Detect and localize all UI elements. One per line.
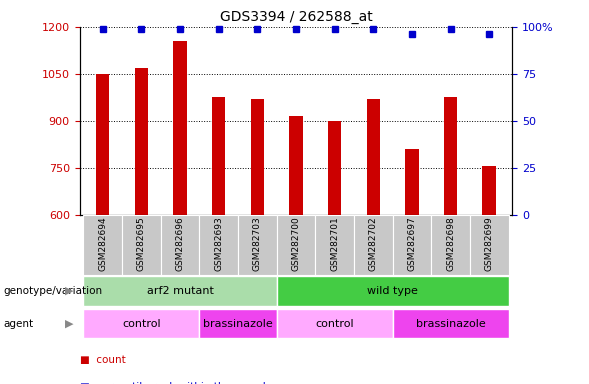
Bar: [173, 41, 187, 215]
Bar: [199, 309, 277, 338]
Text: arf2 mutant: arf2 mutant: [147, 286, 213, 296]
Bar: [393, 309, 508, 338]
Bar: [84, 276, 277, 306]
Bar: [482, 166, 496, 215]
Bar: [277, 215, 315, 275]
Bar: [161, 215, 199, 275]
Text: GSM282697: GSM282697: [408, 216, 416, 271]
Text: brassinazole: brassinazole: [416, 318, 485, 329]
Text: ■  percentile rank within the sample: ■ percentile rank within the sample: [80, 382, 272, 384]
Bar: [135, 68, 148, 215]
Text: GSM282701: GSM282701: [330, 216, 339, 271]
Text: GSM282700: GSM282700: [292, 216, 300, 271]
Bar: [199, 215, 238, 275]
Text: genotype/variation: genotype/variation: [3, 286, 102, 296]
Text: ■  count: ■ count: [80, 355, 125, 365]
Bar: [393, 215, 431, 275]
Text: control: control: [315, 318, 354, 329]
Text: wild type: wild type: [367, 286, 418, 296]
Bar: [277, 309, 393, 338]
Bar: [405, 149, 419, 215]
Bar: [84, 309, 199, 338]
Bar: [366, 99, 380, 215]
Bar: [212, 98, 226, 215]
Bar: [315, 215, 354, 275]
Text: GSM282693: GSM282693: [214, 216, 223, 271]
Text: GSM282702: GSM282702: [369, 216, 378, 271]
Text: GSM282694: GSM282694: [98, 216, 107, 271]
Bar: [328, 121, 342, 215]
Text: brassinazole: brassinazole: [203, 318, 273, 329]
Bar: [96, 74, 110, 215]
Text: control: control: [122, 318, 161, 329]
Text: ▶: ▶: [65, 318, 74, 329]
Bar: [122, 215, 161, 275]
Bar: [431, 215, 470, 275]
Title: GDS3394 / 262588_at: GDS3394 / 262588_at: [220, 10, 372, 25]
Text: GSM282698: GSM282698: [446, 216, 455, 271]
Text: ▶: ▶: [65, 286, 74, 296]
Text: GSM282699: GSM282699: [485, 216, 494, 271]
Bar: [444, 98, 457, 215]
Bar: [277, 276, 508, 306]
Bar: [354, 215, 393, 275]
Text: GSM282703: GSM282703: [253, 216, 262, 271]
Bar: [250, 99, 264, 215]
Bar: [84, 215, 122, 275]
Text: agent: agent: [3, 318, 33, 329]
Bar: [470, 215, 508, 275]
Text: GSM282695: GSM282695: [137, 216, 146, 271]
Text: GSM282696: GSM282696: [176, 216, 184, 271]
Bar: [289, 116, 303, 215]
Bar: [238, 215, 277, 275]
